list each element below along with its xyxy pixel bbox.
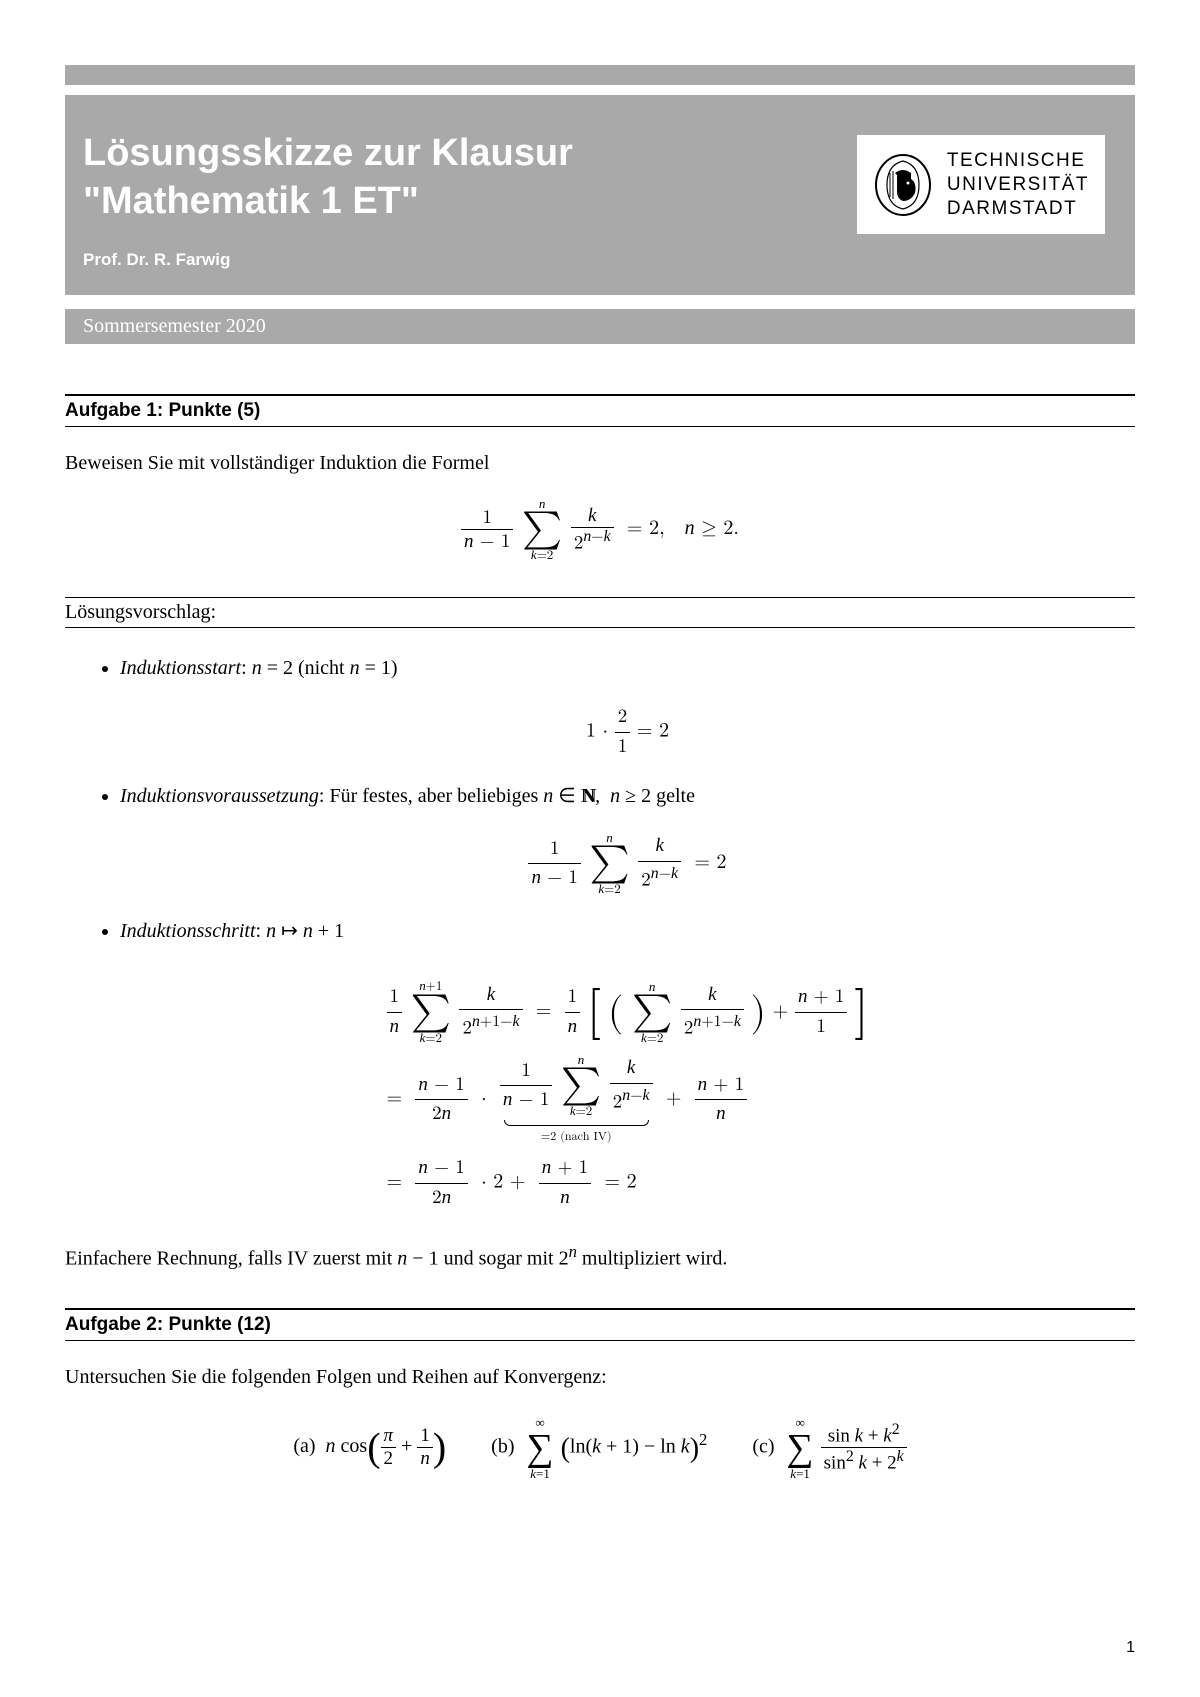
step1-label: Induktionsstart <box>120 657 241 679</box>
task-2-prompt: Untersuchen Sie die folgenden Folgen und… <box>65 1363 1135 1391</box>
step1-text: : n = 2 (nicht n = 1) <box>241 657 397 679</box>
uni-line-3: DARMSTADT <box>947 198 1077 219</box>
step1-formula: 1 · 21 = 2 <box>120 703 1135 761</box>
page-number: 1 <box>1126 1639 1135 1657</box>
semester-bar: Sommersemester 2020 <box>65 309 1135 344</box>
induction-hypothesis: Induktionsvoraussetzung: Für festes, abe… <box>120 781 1135 896</box>
university-name: TECHNISCHE UNIVERSITÄT DARMSTADT <box>947 149 1089 220</box>
uni-line-2: UNIVERSITÄT <box>947 174 1089 195</box>
induction-steps: Induktionsstart: n = 2 (nicht n = 1) 1 ·… <box>120 653 1135 1220</box>
item-b-label: (b) <box>491 1435 514 1457</box>
step3-label: Induktionsschritt <box>120 920 256 942</box>
top-thin-bar <box>65 65 1135 85</box>
step3-text: : n ↦ n + 1 <box>256 920 345 942</box>
item-c-label: (c) <box>752 1435 774 1457</box>
induction-step: Induktionsschritt: n ↦ n + 1 1n n+1∑k=2 … <box>120 916 1135 1220</box>
uni-line-1: TECHNISCHE <box>947 150 1086 171</box>
underbrace-label: =2 (nach IV) <box>500 1128 653 1146</box>
item-b: (b) ∞∑k=1 (ln(k + 1) − ln k)2 <box>491 1416 707 1480</box>
title-line-2: "Mathematik 1 ET" <box>83 180 419 222</box>
solution-label: Lösungsvorschlag: <box>65 597 1135 628</box>
step2-text: : Für festes, aber beliebiges n ∈ N, n ≥… <box>319 785 695 807</box>
task-2-items: (a) n cos(π2 + 1n) (b) ∞∑k=1 (ln(k + 1) … <box>65 1416 1135 1480</box>
task-1-closing: Einfachere Rechnung, falls IV zuerst mit… <box>65 1240 1135 1273</box>
author: Prof. Dr. R. Farwig <box>83 250 857 270</box>
task-1-formula: 1n − 1 n∑k=2 k2n−k = 2, n ≥ 2. <box>65 497 1135 562</box>
item-a: (a) n cos(π2 + 1n) <box>293 1425 446 1470</box>
title-line-1: Lösungsskizze zur Klausur <box>83 132 573 174</box>
step3-formula: 1n n+1∑k=2 k2n+1−k = 1n [ ( n∑k=2 k2n+1−… <box>120 971 1135 1220</box>
task-1-heading: Aufgabe 1: Punkte (5) <box>65 394 1135 427</box>
item-a-label: (a) <box>293 1435 315 1457</box>
step2-formula: 1n − 1 n∑k=2 k2n−k = 2 <box>120 831 1135 896</box>
step2-label: Induktionsvoraussetzung <box>120 785 319 807</box>
document-title: Lösungsskizze zur Klausur "Mathematik 1 … <box>83 130 857 225</box>
task-2-heading: Aufgabe 2: Punkte (12) <box>65 1308 1135 1341</box>
induction-start: Induktionsstart: n = 2 (nicht n = 1) 1 ·… <box>120 653 1135 761</box>
athena-seal-icon <box>873 153 933 217</box>
header-box: Lösungsskizze zur Klausur "Mathematik 1 … <box>65 95 1135 295</box>
university-logo: TECHNISCHE UNIVERSITÄT DARMSTADT <box>857 135 1105 234</box>
item-c: (c) ∞∑k=1 sin k + k2sin2 k + 2k <box>752 1416 906 1480</box>
task-1-prompt: Beweisen Sie mit vollständiger Induktion… <box>65 449 1135 477</box>
